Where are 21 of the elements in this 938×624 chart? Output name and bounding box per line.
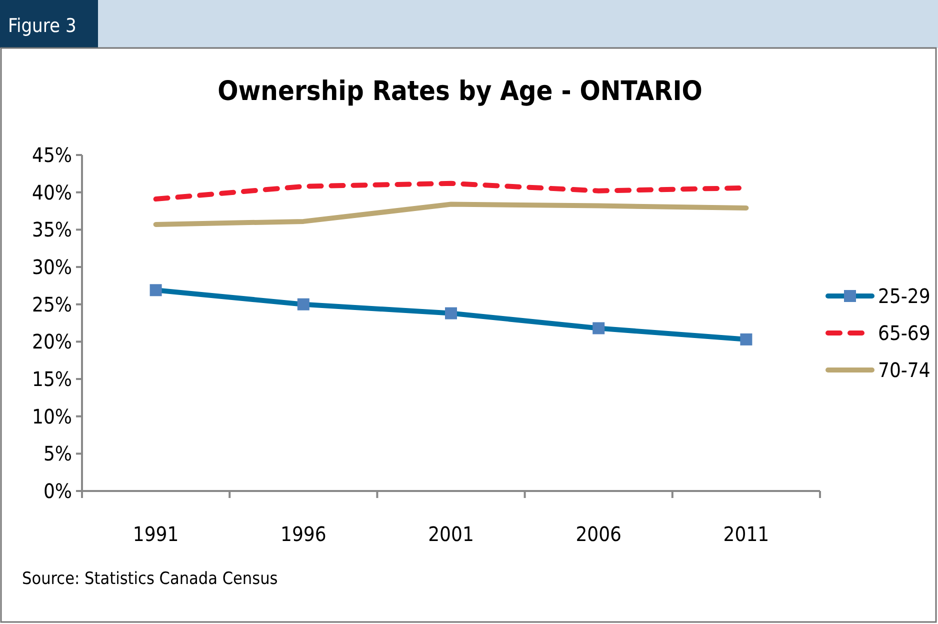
y-tick-label: 35% xyxy=(32,218,72,242)
y-tick-label: 25% xyxy=(32,292,72,316)
y-tick-label: 5% xyxy=(43,442,72,466)
y-tick-label: 15% xyxy=(32,367,72,391)
x-tick-label: 2001 xyxy=(428,522,474,546)
x-tick-label: 1991 xyxy=(132,522,179,546)
y-tick-label: 10% xyxy=(32,404,72,428)
legend-label: 70-74 xyxy=(878,358,930,382)
y-tick-label: 40% xyxy=(32,180,72,204)
x-tick-label: 2006 xyxy=(576,522,622,546)
legend-label: 25-29 xyxy=(878,284,930,308)
y-tick-label: 20% xyxy=(32,330,72,354)
caption: Figure 3 xyxy=(8,15,76,37)
legend-label: 65-69 xyxy=(878,321,930,345)
x-tick-label: 2011 xyxy=(723,522,770,546)
y-tick-label: 30% xyxy=(32,255,72,279)
y-tick-label: 0% xyxy=(43,479,72,503)
y-tick-label: 45% xyxy=(32,143,72,167)
chart-title: Ownership Rates by Age - ONTARIO xyxy=(218,76,702,107)
x-tick-label: 1996 xyxy=(280,522,326,546)
source-note: Source: Statistics Canada Census xyxy=(22,569,278,589)
